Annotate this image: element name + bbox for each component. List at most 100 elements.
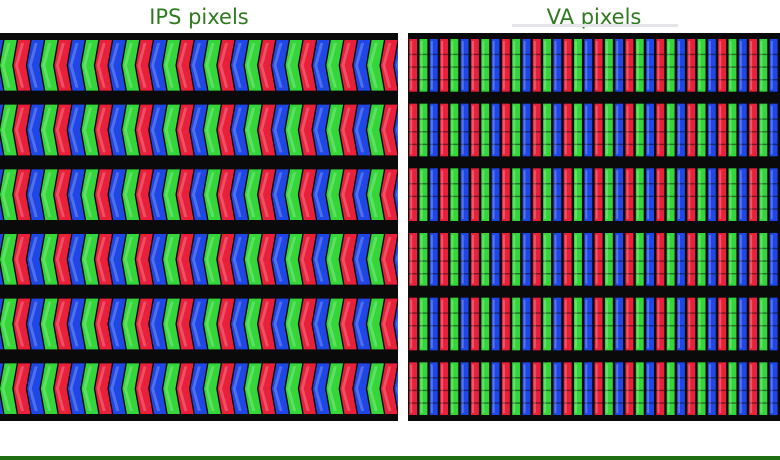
va-domain-divider <box>759 131 768 133</box>
ips-subpixel-highlight <box>205 237 215 282</box>
va-subpixel-green <box>759 297 768 351</box>
va-domain-divider <box>697 131 706 133</box>
ips-subpixel-highlight <box>83 237 93 282</box>
va-domain-divider <box>625 377 634 379</box>
va-subpixel-highlight <box>605 170 608 219</box>
ips-subpixel-highlight <box>232 43 242 88</box>
va-domain-divider <box>429 195 438 198</box>
va-subpixel-highlight <box>657 364 660 413</box>
va-subpixel-highlight <box>770 299 773 349</box>
ips-subpixel-red <box>13 104 31 156</box>
va-domain-divider <box>574 389 582 392</box>
va-domain-divider <box>471 377 479 379</box>
ips-subpixel-blue <box>68 104 85 156</box>
va-subpixel-red <box>625 103 634 157</box>
ips-subpixel-blue <box>190 104 208 156</box>
va-domain-divider <box>749 143 757 146</box>
va-domain-divider <box>584 183 593 185</box>
va-subpixel-green <box>697 168 706 221</box>
va-domain-divider <box>584 312 593 314</box>
va-domain-divider <box>563 260 572 262</box>
ips-subpixel-green <box>244 363 262 414</box>
va-domain-divider <box>615 195 624 198</box>
ips-subpixel-highlight <box>232 172 242 217</box>
va-domain-divider <box>532 247 541 250</box>
va-domain-divider <box>687 208 696 210</box>
va-domain-divider <box>532 131 541 133</box>
ips-subpixel-red <box>13 234 31 285</box>
va-domain-divider <box>687 195 696 198</box>
va-domain-divider <box>440 402 448 404</box>
ips-subpixel-blue <box>394 109 398 151</box>
va-subpixel-highlight <box>554 235 557 284</box>
va-domain-divider <box>625 66 634 68</box>
va-domain-divider <box>615 325 624 327</box>
va-pixel-row <box>409 362 778 415</box>
va-domain-divider <box>749 247 757 250</box>
va-domain-divider <box>677 195 685 198</box>
va-subpixel-red <box>532 297 541 351</box>
va-subpixel-highlight <box>523 299 526 349</box>
va-domain-divider <box>501 273 510 275</box>
va-domain-divider <box>512 247 521 250</box>
va-subpixel-blue <box>677 297 685 351</box>
ips-subpixel-highlight <box>96 237 106 282</box>
ips-subpixel-highlight <box>327 172 337 217</box>
va-domain-divider <box>656 312 665 314</box>
va-subpixel-green <box>543 297 551 351</box>
va-domain-divider <box>604 143 613 146</box>
va-domain-divider <box>429 183 438 185</box>
va-domain-divider <box>677 208 685 210</box>
ips-subpixel-highlight <box>55 107 65 153</box>
va-domain-divider <box>594 247 603 250</box>
va-subpixel-highlight <box>554 364 557 413</box>
va-domain-divider <box>656 53 665 56</box>
va-subpixel-highlight <box>544 41 547 90</box>
va-subpixel-highlight <box>585 170 588 219</box>
va-domain-divider <box>471 389 479 392</box>
va-subpixel-blue <box>769 362 778 415</box>
va-subpixel-highlight <box>544 364 547 413</box>
va-domain-divider <box>450 273 459 275</box>
va-subpixel-highlight <box>678 364 680 413</box>
va-domain-divider <box>759 118 768 120</box>
ips-subpixel-red <box>13 40 31 91</box>
va-subpixel-red <box>625 297 634 351</box>
va-subpixel-highlight <box>482 41 485 90</box>
va-domain-divider <box>656 389 665 392</box>
va-subpixel-highlight <box>492 299 495 349</box>
va-subpixel-blue <box>553 39 562 92</box>
va-subpixel-red <box>594 233 603 286</box>
va-subpixel-blue <box>707 362 716 415</box>
va-domain-divider <box>409 79 418 81</box>
va-subpixel-green <box>604 168 613 221</box>
ips-subpixel-highlight <box>110 301 120 347</box>
va-subpixel-highlight <box>554 105 557 155</box>
va-domain-divider <box>738 183 747 185</box>
va-subpixel-blue <box>584 168 593 221</box>
va-domain-divider <box>677 389 685 392</box>
va-domain-divider <box>481 389 490 392</box>
va-subpixel-highlight <box>750 299 753 349</box>
ips-subpixel-blue <box>353 104 371 156</box>
va-domain-divider <box>749 195 757 198</box>
va-domain-divider <box>656 337 665 340</box>
va-domain-divider <box>491 337 500 340</box>
va-subpixel-highlight <box>708 41 711 90</box>
va-domain-divider <box>522 260 531 262</box>
va-subpixel-highlight <box>698 41 701 90</box>
va-domain-divider <box>604 118 613 120</box>
va-domain-divider <box>481 183 490 185</box>
va-subpixel-highlight <box>482 105 485 155</box>
ips-subpixel-highlight <box>300 43 310 88</box>
va-subpixel-highlight <box>451 299 454 349</box>
ips-subpixel-highlight <box>123 301 133 347</box>
ips-subpixel-highlight <box>273 366 283 411</box>
va-subpixel-red <box>501 297 510 351</box>
ips-subpixel-highlight <box>42 301 52 347</box>
va-domain-divider <box>460 337 469 340</box>
va-subpixel-red <box>471 39 479 92</box>
ips-subpixel-highlight <box>191 301 201 347</box>
ips-subpixel-highlight <box>287 107 297 153</box>
va-domain-divider <box>635 377 644 379</box>
